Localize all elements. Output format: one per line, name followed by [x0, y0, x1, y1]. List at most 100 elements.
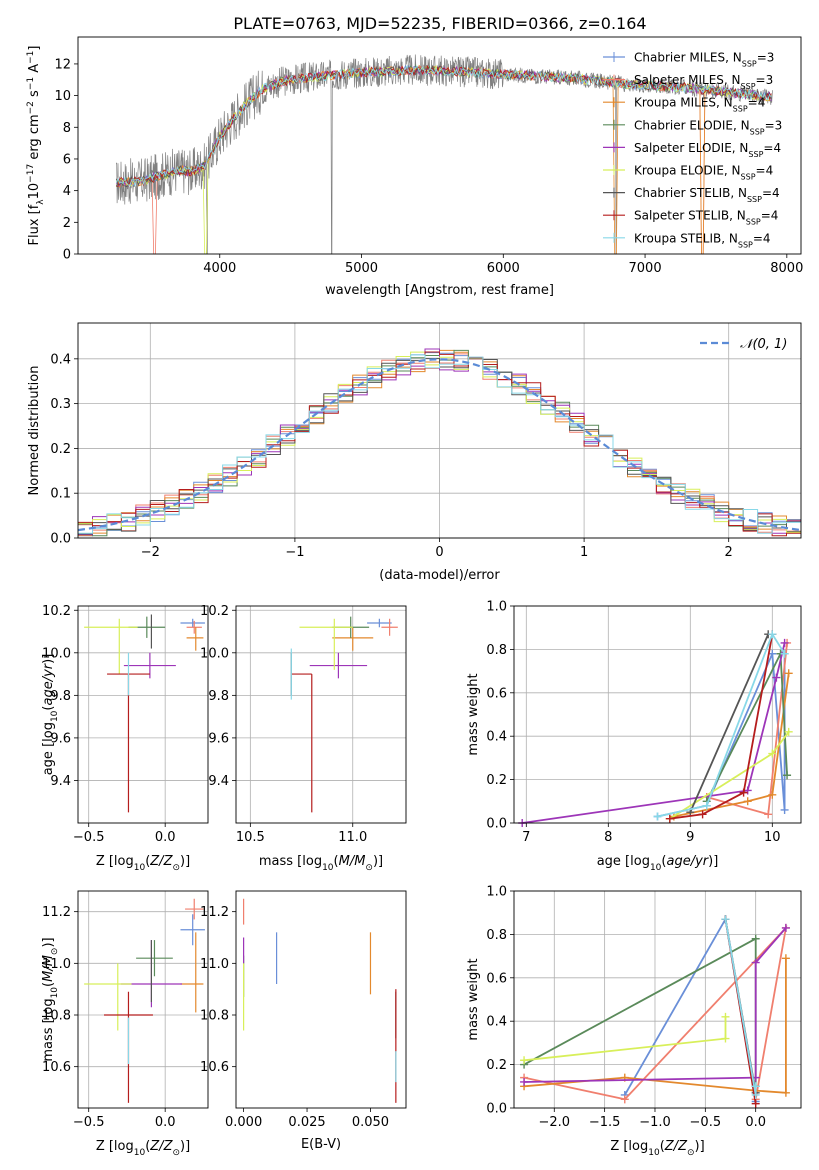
weight-marker [783, 771, 792, 780]
legend-text: Salpeter STELIB, N [634, 209, 746, 223]
legend-tail: =4 [763, 141, 781, 155]
axes-frame [77, 605, 209, 824]
x-tick-label: 8000 [770, 261, 803, 276]
weight-marker [751, 958, 760, 967]
x-tick-label: −0.5 [73, 1115, 105, 1130]
legend-entry: Chabrier MILES, NSSP=3 [634, 51, 774, 69]
y-tick-label: 0 [63, 248, 71, 263]
y-tick-label: 2 [63, 216, 71, 231]
y-axis-label: Flux [fλ10−17 erg cm−2 s−1 A−1] [26, 46, 46, 246]
x-tick-label: 7000 [629, 261, 662, 276]
weight-line [724, 919, 757, 1096]
weight-marker [751, 1082, 760, 1091]
label-part: )] [180, 854, 190, 869]
y-tick-label: 0.3 [50, 397, 71, 412]
label-part: ( [41, 706, 56, 711]
label-part: Z [log [96, 1139, 134, 1154]
y-tick-label: 0.2 [486, 1058, 507, 1073]
label-part: 10 [27, 183, 42, 200]
x-tick-label: −1.0 [639, 1115, 671, 1130]
y-tick-label: 9.4 [208, 774, 229, 789]
label-part: 10 [134, 863, 146, 873]
axes-frame [513, 605, 802, 824]
label-part: )] [41, 937, 56, 947]
label-part: 10 [648, 1148, 660, 1158]
weight-line [689, 633, 770, 813]
plot-content [243, 898, 397, 1103]
y-tick-label: 0.4 [50, 352, 71, 367]
x-tick-label: 11.0 [338, 830, 367, 845]
weight-line [657, 632, 786, 818]
label-part: ⊙ [50, 948, 60, 956]
y-tick-label: 0.0 [486, 1102, 507, 1117]
plot-content [520, 915, 790, 1108]
y-tick-label: 0.0 [486, 817, 507, 832]
y-tick-label: 10.6 [200, 1060, 229, 1075]
axes-frame [77, 36, 802, 255]
panel-spectrum: 4000 5000 6000 7000 8000 0 2 4 6 8 10 12 Chabrier MI… [26, 36, 803, 298]
y-axis-label: age [log10(age/yr)] [41, 654, 60, 776]
weight-marker [784, 727, 793, 736]
label-part: M/M [41, 955, 56, 982]
y-axis-label: Normed distribution [27, 366, 42, 496]
x-tick-label: 0.050 [352, 1115, 389, 1130]
label-part: age [log [597, 854, 650, 869]
label-part: −1 [26, 77, 36, 90]
weight-line [673, 673, 790, 818]
y-tick-label: 0.6 [486, 971, 507, 986]
label-part: −1 [26, 51, 36, 64]
legend-tail: =4 [761, 209, 779, 223]
label-part: s [27, 90, 42, 101]
legend-text: Kroupa ELODIE, N [634, 164, 741, 178]
legend-tail: =4 [756, 164, 774, 178]
label-part: mass [log [259, 854, 322, 869]
spectrum-model-kroupa-miles [116, 64, 772, 255]
x-tick-label: 6000 [487, 261, 520, 276]
plot-content [115, 54, 773, 255]
weight-marker [764, 810, 773, 819]
legend-entry: Chabrier STELIB, NSSP=4 [634, 186, 780, 204]
legend-sub: SSP [747, 195, 762, 204]
label-part: A [27, 64, 42, 77]
weight-marker [702, 801, 711, 810]
y-tick-label: 0.8 [486, 928, 507, 943]
label-part: ⊙ [687, 1148, 695, 1158]
y-tick-label: 1.0 [486, 885, 507, 900]
legend-sub: SSP [746, 217, 761, 226]
x-tick-label: −1 [285, 545, 304, 560]
x-tick-label: −1.5 [589, 1115, 621, 1130]
legend-tail: =4 [762, 186, 780, 200]
legend-entry: Kroupa STELIB, NSSP=4 [634, 231, 771, 249]
legend-sub: SSP [741, 172, 756, 181]
label-part: λ [36, 199, 46, 205]
y-tick-label: 0.4 [486, 730, 507, 745]
x-tick-label: 7 [522, 830, 530, 845]
legend-sub: SSP [733, 104, 748, 113]
legend-entry: Salpeter STELIB, NSSP=4 [634, 209, 778, 227]
weight-marker [751, 934, 760, 943]
label-part: M/M [339, 854, 366, 869]
legend-entry: Salpeter ELODIE, NSSP=4 [634, 141, 781, 159]
weight-marker [743, 797, 752, 806]
legend-tail: =3 [756, 73, 774, 87]
label-part: age [log [41, 722, 56, 775]
legend-tail: =3 [765, 118, 783, 132]
y-tick-label: 10.0 [200, 646, 229, 661]
panel-mass-age: 10.5 11.0 9.4 9.6 9.8 10.0 10.2 mass [log10(M/M… [200, 604, 407, 873]
weight-marker [784, 669, 793, 678]
legend-text: Kroupa STELIB, N [634, 231, 738, 245]
spectrum-model-kroupa-elodie [115, 64, 772, 255]
weight-marker [768, 630, 777, 639]
spectrum-model-salpeter-stelib [116, 64, 772, 188]
y-tick-label: 4 [63, 184, 71, 199]
y-tick-label: 0.1 [50, 487, 71, 502]
weight-marker [520, 1077, 529, 1086]
label-part: ] [27, 46, 42, 51]
axes-frame [235, 890, 407, 1109]
plot-content [84, 614, 205, 813]
label-part: )] [41, 654, 56, 664]
x-tick-label: −0.5 [73, 830, 105, 845]
weight-line [524, 927, 787, 1083]
label-part: −2 [26, 101, 36, 114]
